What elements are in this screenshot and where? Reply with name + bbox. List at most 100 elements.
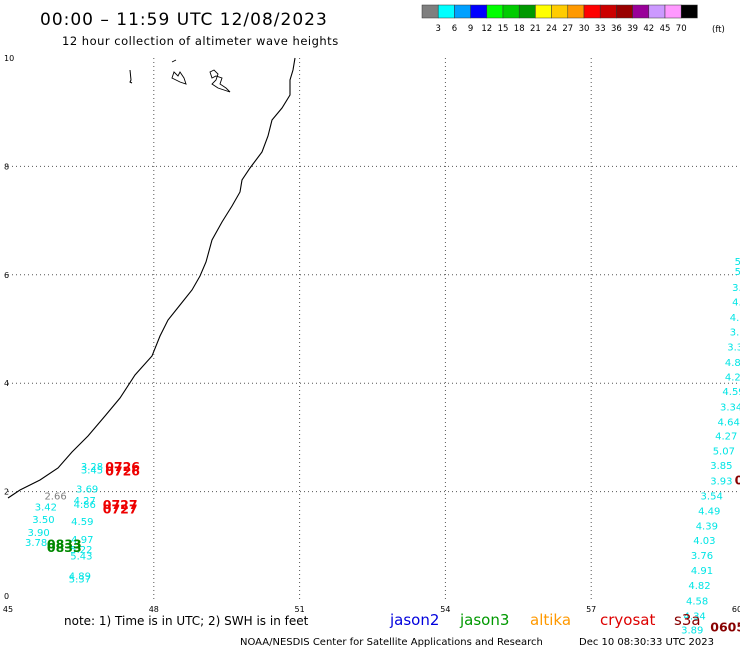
swh-value-label: 4.91 [691, 566, 713, 577]
colorbar-label: 12 [481, 24, 492, 34]
note-text: note: 1) Time is in UTC; 2) SWH is in fe… [64, 614, 309, 628]
colorbar-label: 24 [546, 24, 557, 34]
swh-value-label: 3.89 [681, 626, 703, 637]
swh-value-label: 3.50 [32, 515, 54, 526]
swh-value-label: 4.39 [696, 522, 718, 533]
island-outline [129, 69, 133, 84]
coastline [7, 57, 296, 499]
swh-value-label: 5.37 [69, 575, 91, 586]
satellite-legend-jason3: jason3 [459, 611, 509, 629]
colorbar-swatch [518, 4, 536, 19]
colorbar-swatch [583, 4, 601, 19]
swh-value-label: 3.69 [76, 485, 98, 496]
colorbar-swatch [454, 4, 471, 19]
x-tick-label: 51 [295, 605, 305, 614]
swh-value-label: 4.3 [730, 313, 740, 324]
swh-value-label: 4.64 [718, 417, 740, 428]
y-tick-label: 0 [4, 592, 9, 601]
swh-value-label: 4.34 [684, 612, 706, 623]
timestamp-text: Dec 10 08:30:33 UTC 2023 [579, 637, 714, 648]
colorbar-swatch [664, 4, 682, 19]
colorbar-swatch [437, 4, 455, 19]
colorbar-label: 45 [660, 24, 671, 34]
colorbar-swatch [616, 4, 633, 19]
swh-value-label: 4. [732, 298, 740, 309]
x-tick-label: 54 [440, 605, 450, 614]
colorbar-label: 6 [452, 24, 457, 34]
swh-value-label: 3.93 [710, 477, 732, 488]
colorbar-label: 39 [627, 24, 638, 34]
island-outline [209, 69, 231, 93]
satellite-legend: jason2 jason3 altika cryosat s3a [389, 611, 701, 629]
colorbar-label: 36 [611, 24, 622, 34]
colorbar-swatch [470, 4, 488, 19]
pass-time-label: 0726 [105, 459, 140, 474]
colorbar-swatch [502, 4, 520, 19]
y-tick-label: 10 [4, 54, 14, 63]
colorbar-label: 9 [468, 24, 473, 34]
swh-value-label: 4.27 [715, 432, 737, 443]
pass-time-labels: 07260726072707270833083300605 [47, 459, 740, 634]
swh-value-label: 4.58 [686, 596, 708, 607]
swh-value-label: 4.59 [71, 517, 93, 528]
swh-value-label: 4.03 [693, 536, 715, 547]
swh-value-label: 4.97 [71, 535, 93, 546]
chart-title: 00:00 – 11:59 UTC 12/08/2023 [40, 10, 328, 30]
swh-value-label: 3.45 [81, 466, 103, 477]
swh-value-label: 5.43 [70, 551, 92, 562]
plot-grid: 45 48 51 54 57 60 0 2 4 6 8 10 [3, 54, 740, 614]
swh-value-label: 3. [732, 283, 740, 294]
swh-value-label: 3.78 [25, 538, 47, 549]
island-outline [171, 59, 187, 85]
x-tick-label: 57 [586, 605, 596, 614]
swh-value-label: 3.3 [727, 343, 740, 354]
pass-time-label: 0 [735, 473, 740, 488]
swh-value-label: 3.42 [35, 503, 57, 514]
colorbar-label: 15 [498, 24, 509, 34]
pass-time-label: 0605 [710, 619, 740, 634]
colorbar-swatch [551, 4, 569, 19]
observation-labels: 2.663.423.503.903.783.283.453.694.274.86… [25, 257, 740, 637]
pass-time-label: 0833 [47, 537, 82, 552]
swh-value-label: 3.34 [720, 402, 740, 413]
swh-value-label: 3.76 [691, 551, 713, 562]
swh-value-label: 4.86 [74, 500, 96, 511]
colorbar: 3 6 9 12 15 18 21 24 27 30 33 36 39 42 45 70 [421, 4, 698, 34]
pass-time-label: 0727 [103, 501, 138, 516]
colorbar-label: 33 [595, 24, 606, 34]
y-tick-label: 8 [4, 162, 9, 171]
colorbar-label: 3 [435, 24, 440, 34]
colorbar-unit: (ft) [712, 25, 725, 35]
swh-value-label: 4.49 [698, 506, 720, 517]
swh-value-label: 3.90 [27, 528, 49, 539]
colorbar-label: 30 [579, 24, 590, 34]
swh-value-label: 3.28 [81, 462, 103, 473]
y-tick-label: 6 [4, 271, 9, 280]
swh-value-label: 3.3 [730, 328, 740, 339]
swh-value-label: 4.59 [722, 387, 740, 398]
pass-time-label: 0727 [103, 497, 138, 512]
swh-value-label: 4.82 [688, 581, 710, 592]
colorbar-label: 70 [676, 24, 687, 34]
swh-value-label: 4.89 [69, 571, 91, 582]
colorbar-label: 27 [562, 24, 573, 34]
colorbar-label: 18 [514, 24, 525, 34]
pass-time-label: 0833 [47, 540, 82, 555]
satellite-legend-jason2: jason2 [389, 611, 439, 629]
credit-text: NOAA/NESDIS Center for Satellite Applica… [240, 637, 543, 648]
swh-value-label: 5.22 [70, 545, 92, 556]
swh-value-label: 3.54 [701, 492, 723, 503]
pass-time-label: 0726 [105, 463, 140, 478]
x-tick-label: 45 [3, 605, 13, 614]
colorbar-swatch [535, 4, 552, 19]
colorbar-label: 42 [643, 24, 654, 34]
x-tick-label: 60 [732, 605, 740, 614]
swh-value-label: 3.85 [710, 461, 732, 472]
swh-value-label: 4.27 [74, 496, 96, 507]
colorbar-swatch [648, 4, 666, 19]
swh-value-label: 4.84 [725, 358, 740, 369]
colorbar-swatch [632, 4, 650, 19]
colorbar-label: 21 [530, 24, 541, 34]
y-tick-label: 4 [4, 379, 9, 388]
